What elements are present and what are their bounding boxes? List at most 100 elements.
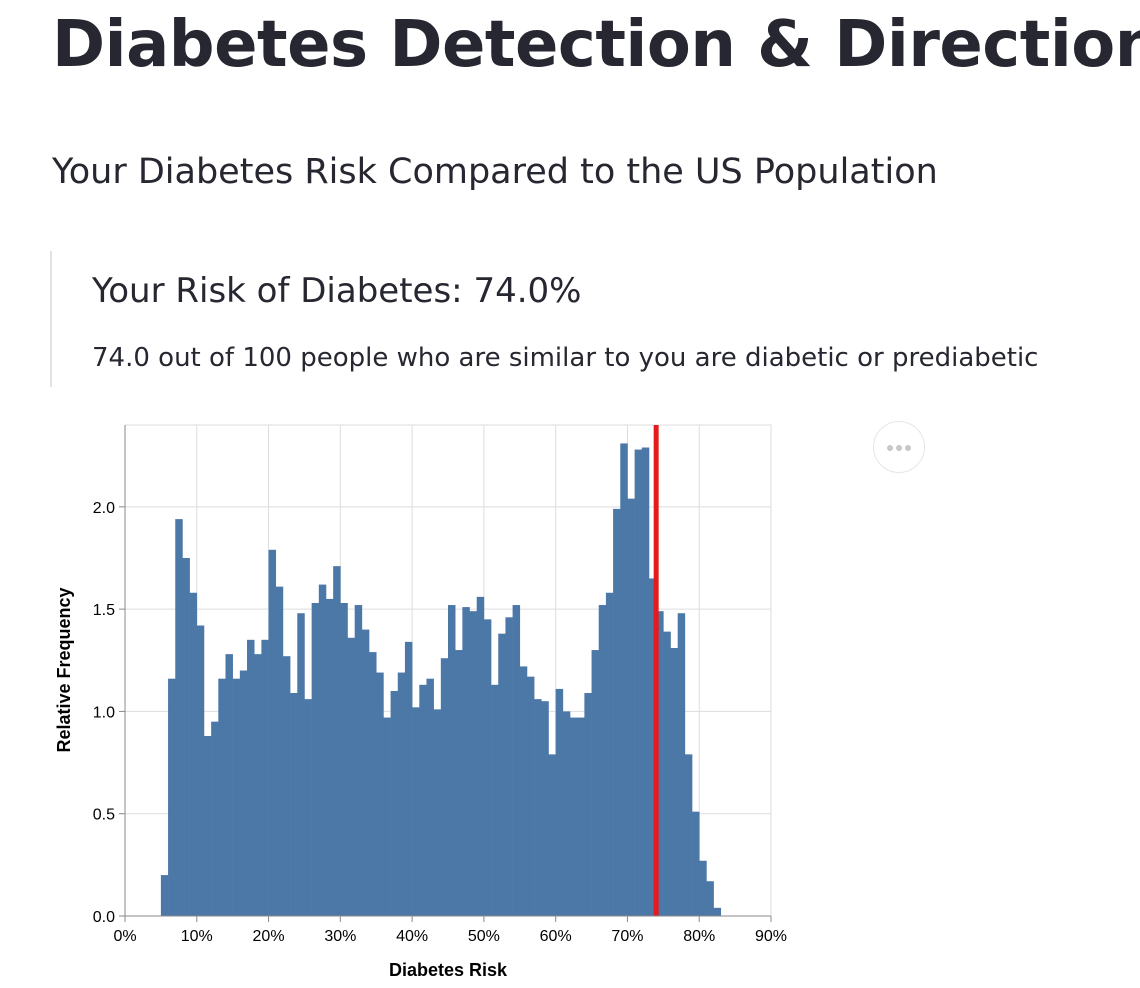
- histogram-bar: [390, 690, 399, 916]
- histogram-bar: [232, 678, 241, 916]
- risk-callout: Your Risk of Diabetes: 74.0% 74.0 out of…: [50, 251, 1140, 387]
- risk-heading: Your Risk of Diabetes: 74.0%: [92, 271, 582, 311]
- chart-menu-button[interactable]: [873, 421, 925, 473]
- x-tick-label: 30%: [324, 928, 356, 945]
- histogram-bar: [376, 672, 384, 916]
- histogram-bar: [175, 519, 183, 916]
- histogram-bar: [562, 711, 571, 916]
- more-horizontal-icon: [896, 445, 902, 451]
- histogram-bar: [462, 607, 470, 916]
- x-tick-label: 90%: [755, 928, 787, 945]
- x-tick-label: 20%: [253, 928, 285, 945]
- histogram-bar: [404, 641, 413, 916]
- histogram-bar: [239, 670, 248, 916]
- x-axis-label: Diabetes Risk: [389, 960, 508, 980]
- x-tick-label: 60%: [540, 928, 572, 945]
- histogram-bar: [670, 647, 678, 916]
- histogram-bar: [290, 693, 298, 916]
- histogram-chart: 0% 10% 20% 30% 40% 50% 60% 70% 80% 90% 0.0 0.5 1.0 1.…: [54, 424, 787, 980]
- histogram-bar: [476, 596, 485, 916]
- histogram-bar: [648, 578, 657, 916]
- histogram-bar: [483, 619, 492, 916]
- histogram-bar: [211, 721, 219, 916]
- histogram-bar: [584, 693, 592, 916]
- histogram-bar: [692, 811, 700, 916]
- histogram-bar: [505, 617, 513, 916]
- histogram-bar: [383, 717, 391, 916]
- x-tick-label: 10%: [181, 928, 213, 945]
- histogram-bar: [311, 602, 320, 916]
- histogram-bar: [347, 637, 355, 916]
- histogram-bar: [268, 549, 277, 916]
- y-tick-label: 0.5: [93, 807, 115, 824]
- histogram-bar: [498, 633, 506, 916]
- histogram-bar: [297, 613, 305, 916]
- histogram-bar: [634, 449, 643, 916]
- x-tick-label: 0%: [113, 928, 136, 945]
- histogram-bar: [469, 611, 478, 916]
- histogram-bar: [656, 611, 664, 916]
- histogram-bar: [440, 658, 449, 916]
- histogram-bar: [512, 605, 521, 916]
- histogram-bar: [325, 598, 334, 916]
- histogram-bar: [620, 443, 628, 916]
- histogram-bar: [699, 860, 707, 916]
- risk-description: 74.0 out of 100 people who are similar t…: [92, 343, 1039, 373]
- x-tick-label: 40%: [396, 928, 428, 945]
- histogram-bar: [397, 672, 406, 916]
- y-tick-label: 1.0: [93, 704, 115, 721]
- histogram-bar: [491, 684, 499, 916]
- histogram-bar: [534, 699, 542, 916]
- histogram-bar: [318, 584, 327, 916]
- histogram-bar: [627, 498, 635, 916]
- histogram-bar: [526, 676, 535, 916]
- histogram-bar: [570, 717, 578, 916]
- histogram-bar: [282, 656, 291, 916]
- histogram-bar: [598, 605, 607, 916]
- histogram-bar: [218, 678, 226, 916]
- histogram-bar: [663, 631, 671, 916]
- histogram-bar: [354, 605, 363, 916]
- histogram-bar: [448, 605, 456, 916]
- histogram-bar: [361, 629, 370, 916]
- histogram-bar: [591, 650, 600, 916]
- histogram-bar: [577, 717, 585, 916]
- histogram-bar: [369, 652, 377, 916]
- histogram-bar: [519, 666, 528, 916]
- histogram-bar: [304, 699, 312, 916]
- histogram-bar: [261, 639, 269, 916]
- histogram-bar: [275, 586, 284, 916]
- histogram-bar: [340, 602, 348, 916]
- histogram-bar: [677, 613, 686, 916]
- x-tick-label: 50%: [468, 928, 500, 945]
- page-title: Diabetes Detection & Direction: [52, 8, 1140, 82]
- histogram-bar: [541, 701, 549, 916]
- histogram-bar: [641, 447, 650, 916]
- histogram-bar: [168, 678, 176, 916]
- histogram-bar: [160, 875, 169, 916]
- x-tick-label: 70%: [611, 928, 643, 945]
- histogram-bar: [706, 881, 714, 916]
- histogram-bar: [419, 684, 427, 916]
- histogram-bar: [333, 566, 341, 916]
- histogram-bar: [203, 735, 212, 916]
- y-tick-label: 2.0: [93, 500, 115, 517]
- histogram-bar: [455, 650, 463, 916]
- section-subtitle: Your Diabetes Risk Compared to the US Po…: [52, 152, 938, 192]
- histogram-bar: [555, 688, 564, 916]
- histogram-bar: [548, 754, 556, 916]
- y-axis-label: Relative Frequency: [54, 587, 74, 752]
- y-tick-label: 0.0: [93, 909, 115, 926]
- histogram-bar: [412, 707, 420, 916]
- histogram-bar: [254, 654, 262, 916]
- axes-layer: 0% 10% 20% 30% 40% 50% 60% 70% 80% 90% 0.0 0.5 1.0 1.…: [93, 425, 787, 945]
- histogram-bar: [247, 639, 255, 916]
- more-horizontal-icon: [887, 445, 893, 451]
- histogram-bar: [189, 592, 198, 916]
- y-tick-label: 1.5: [93, 602, 115, 619]
- histogram-bar: [182, 557, 190, 916]
- histogram-bar: [426, 678, 434, 916]
- histogram-bar: [713, 907, 722, 916]
- histogram-bar: [613, 508, 621, 916]
- histogram-bar: [225, 654, 233, 916]
